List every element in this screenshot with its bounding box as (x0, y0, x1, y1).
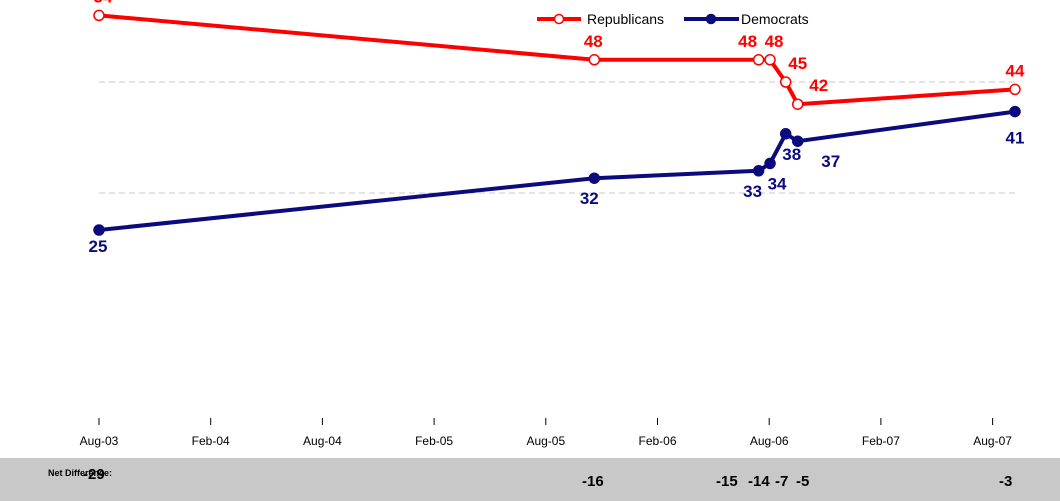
net-difference-label: Net Difference: (48, 468, 112, 479)
net-difference-label-text: Net Difference: (48, 468, 113, 478)
republicans-data-label: 48 (584, 32, 603, 51)
republicans-point (752, 54, 765, 66)
legend-swatch-marker (553, 13, 565, 25)
democrats-data-label: 32 (580, 189, 599, 208)
legend-democrats: Democrats (741, 11, 809, 27)
democrats-data-label: 33 (743, 182, 762, 201)
net-difference-value: -15 (716, 473, 738, 490)
democrats-data-label: 34 (768, 174, 787, 193)
democrats-point (764, 157, 776, 170)
democrats-point (779, 128, 792, 140)
republicans-point (779, 76, 792, 88)
net-difference-value: -7 (775, 473, 789, 490)
x-tick-label: Aug-03 (80, 434, 119, 448)
gridlines (99, 81, 1015, 194)
net-difference-value: -5 (796, 473, 810, 490)
democrats-line (98, 109, 1016, 232)
x-tick-label: Aug-05 (526, 434, 565, 448)
republicans-line (98, 13, 1016, 107)
x-tick-label: Aug-06 (750, 434, 789, 448)
republicans-point (764, 54, 776, 66)
legend-republicans: Republicans (587, 11, 664, 27)
net-difference-value: -16 (582, 473, 604, 490)
net-difference-value: -29 (83, 466, 105, 483)
democrats-point (791, 135, 804, 147)
republicans-point (791, 98, 804, 110)
democrats-point (93, 224, 105, 236)
republicans-data-label: 54 (94, 0, 113, 6)
republicans-data-label: 42 (809, 76, 828, 95)
x-tick-label: Feb-06 (638, 434, 676, 448)
democrats-point (1009, 105, 1021, 118)
democrats-point (752, 165, 765, 177)
x-tick-label: Aug-04 (303, 434, 342, 448)
democrats-data-label: 37 (821, 152, 840, 171)
republicans-data-label: 48 (765, 32, 784, 51)
legend: Republicans Democrats (537, 11, 809, 27)
republicans-point (93, 9, 105, 22)
x-tick-label: Aug-07 (973, 434, 1012, 448)
data-labels: 5448484845424425323334383741 (89, 0, 1025, 256)
x-tick-label: Feb-04 (192, 434, 230, 448)
democrats-data-label: 25 (89, 237, 108, 256)
democrats-point (588, 172, 601, 184)
republicans-data-label: 44 (1006, 61, 1025, 80)
republicans-data-label: 48 (738, 32, 757, 51)
democrats-data-label: 38 (782, 145, 801, 164)
legend-swatch-marker (705, 13, 717, 25)
net-difference-bar (0, 458, 1060, 501)
x-axis: Aug-03 Feb-04 Aug-04 Feb-05 Aug-05 Feb-06 Aug-… (80, 418, 1020, 448)
republicans-point (588, 54, 601, 66)
democrats-data-label: 41 (1006, 129, 1025, 148)
republicans-point (1009, 83, 1021, 96)
net-difference-value: -14 (748, 473, 770, 490)
series-layer (93, 9, 1021, 236)
republicans-data-label: 45 (788, 54, 807, 73)
x-tick-label: Feb-05 (415, 434, 453, 448)
x-tick-label: Feb-07 (862, 434, 900, 448)
net-difference-value: -3 (999, 473, 1013, 490)
